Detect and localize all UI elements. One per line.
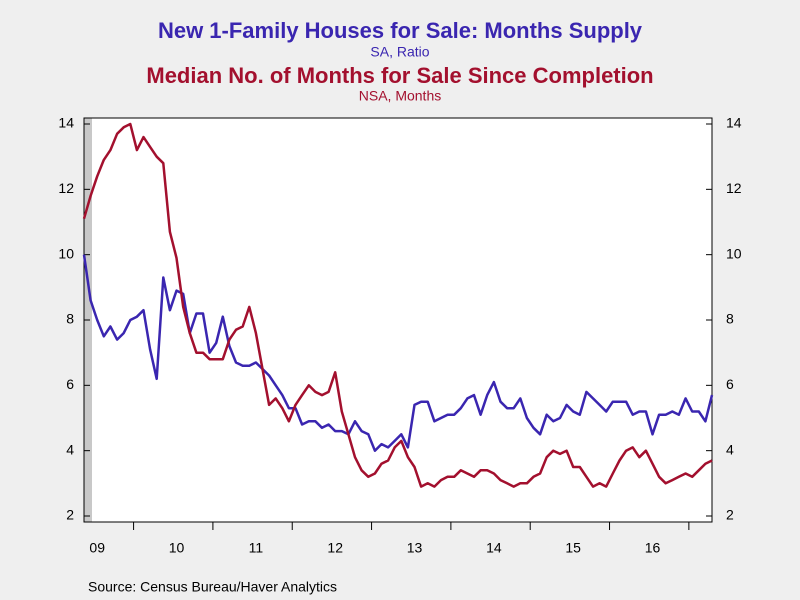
y2-tick-label: 8 (726, 311, 734, 327)
y-tick-label: 2 (66, 507, 74, 523)
chart-title: New 1-Family Houses for Sale: Months Sup… (158, 18, 643, 43)
x-tick-label: 11 (249, 540, 264, 556)
x-tick-label: 12 (327, 540, 343, 556)
y2-tick-label: 2 (726, 507, 734, 523)
y-tick-label: 12 (58, 180, 74, 196)
chart-title-2: Median No. of Months for Sale Since Comp… (146, 63, 653, 88)
y-tick-label: 6 (66, 376, 74, 392)
y2-tick-label: 10 (726, 245, 742, 261)
y-tick-label: 8 (66, 311, 74, 327)
y-tick-label: 14 (58, 115, 74, 131)
source-note: Source: Census Bureau/Haver Analytics (88, 579, 337, 595)
x-tick-label: 16 (645, 540, 661, 556)
y2-tick-label: 14 (726, 115, 742, 131)
chart-subtitle-2: NSA, Months (359, 88, 441, 104)
y2-tick-label: 4 (726, 441, 734, 457)
x-tick-label: 13 (407, 540, 423, 556)
x-tick-label: 15 (565, 540, 581, 556)
y2-tick-label: 6 (726, 376, 734, 392)
y-tick-label: 4 (66, 441, 74, 457)
x-tick-label: 10 (169, 540, 185, 556)
x-tick-label: 09 (89, 540, 105, 556)
x-tick-label: 14 (486, 540, 502, 556)
y2-tick-label: 12 (726, 180, 742, 196)
series-line (82, 122, 713, 488)
y-tick-label: 10 (58, 245, 74, 261)
chart-subtitle: SA, Ratio (370, 44, 429, 60)
